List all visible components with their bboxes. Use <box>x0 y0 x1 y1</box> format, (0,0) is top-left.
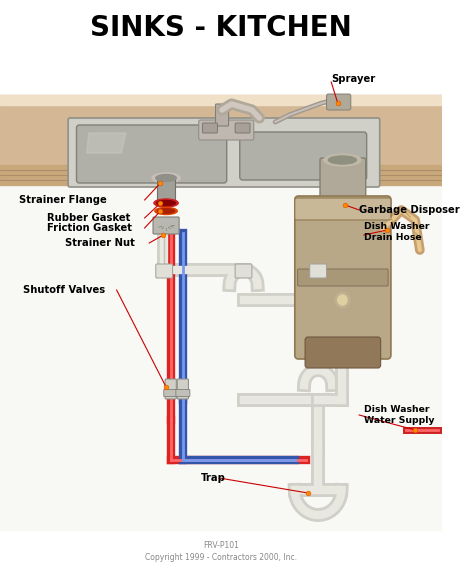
Text: Garbage Disposer: Garbage Disposer <box>359 205 460 215</box>
FancyBboxPatch shape <box>176 390 190 397</box>
Polygon shape <box>0 185 442 530</box>
Text: FRV-P101: FRV-P101 <box>203 540 239 550</box>
FancyBboxPatch shape <box>327 94 351 110</box>
Polygon shape <box>0 165 442 185</box>
Circle shape <box>335 292 350 308</box>
Text: Dish Washer
Water Supply: Dish Washer Water Supply <box>364 405 434 425</box>
FancyBboxPatch shape <box>164 390 178 397</box>
FancyBboxPatch shape <box>156 264 173 278</box>
FancyBboxPatch shape <box>240 132 367 180</box>
FancyBboxPatch shape <box>310 264 327 278</box>
FancyBboxPatch shape <box>199 120 254 140</box>
Ellipse shape <box>152 173 180 183</box>
FancyBboxPatch shape <box>298 269 388 286</box>
Ellipse shape <box>157 201 175 206</box>
Polygon shape <box>0 95 442 105</box>
Text: Strainer Flange: Strainer Flange <box>18 195 106 205</box>
Text: Dish Washer
Drain Hose: Dish Washer Drain Hose <box>364 222 429 242</box>
FancyBboxPatch shape <box>177 379 189 399</box>
FancyBboxPatch shape <box>202 123 218 133</box>
FancyBboxPatch shape <box>295 196 391 359</box>
FancyBboxPatch shape <box>76 125 227 183</box>
FancyBboxPatch shape <box>235 264 252 278</box>
Text: Sprayer: Sprayer <box>331 74 375 84</box>
FancyBboxPatch shape <box>320 158 366 207</box>
Text: Rubber Gasket: Rubber Gasket <box>46 213 130 223</box>
Text: Strainer Nut: Strainer Nut <box>65 238 135 248</box>
FancyBboxPatch shape <box>153 217 179 234</box>
FancyBboxPatch shape <box>216 104 228 126</box>
FancyBboxPatch shape <box>68 118 380 187</box>
Ellipse shape <box>155 207 177 214</box>
Text: Copyright 1999 - Contractors 2000, Inc.: Copyright 1999 - Contractors 2000, Inc. <box>145 552 297 562</box>
Text: SINKS - KITCHEN: SINKS - KITCHEN <box>90 14 352 42</box>
FancyBboxPatch shape <box>295 198 391 220</box>
FancyBboxPatch shape <box>165 379 176 399</box>
Ellipse shape <box>328 156 356 164</box>
FancyBboxPatch shape <box>305 337 381 368</box>
Ellipse shape <box>158 209 174 213</box>
Circle shape <box>338 295 347 305</box>
Polygon shape <box>87 133 126 153</box>
Polygon shape <box>0 95 442 175</box>
Ellipse shape <box>324 154 361 166</box>
Text: Shutoff Valves: Shutoff Valves <box>23 285 105 295</box>
Ellipse shape <box>154 199 178 207</box>
Ellipse shape <box>156 175 176 182</box>
Text: Friction Gasket: Friction Gasket <box>46 223 132 233</box>
FancyBboxPatch shape <box>157 178 175 203</box>
Text: Trap: Trap <box>201 473 226 483</box>
FancyBboxPatch shape <box>235 123 250 133</box>
